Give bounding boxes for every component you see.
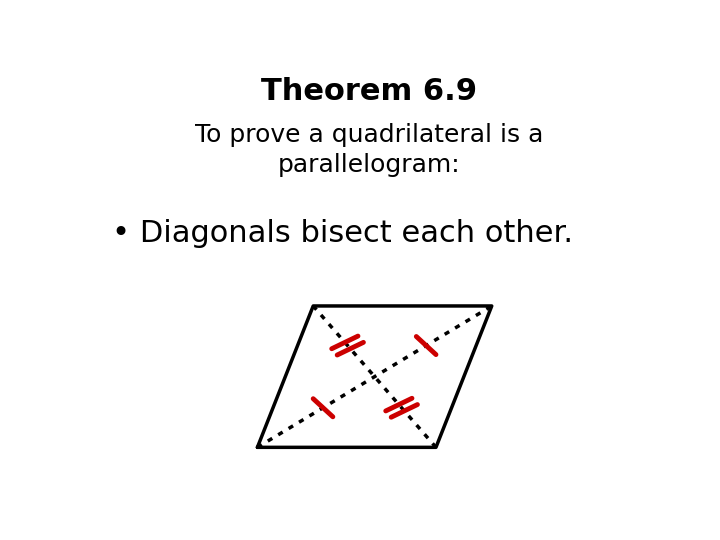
Text: To prove a quadrilateral is a
parallelogram:: To prove a quadrilateral is a parallelog… — [195, 123, 543, 177]
Text: Theorem 6.9: Theorem 6.9 — [261, 77, 477, 106]
Text: • Diagonals bisect each other.: • Diagonals bisect each other. — [112, 219, 573, 248]
